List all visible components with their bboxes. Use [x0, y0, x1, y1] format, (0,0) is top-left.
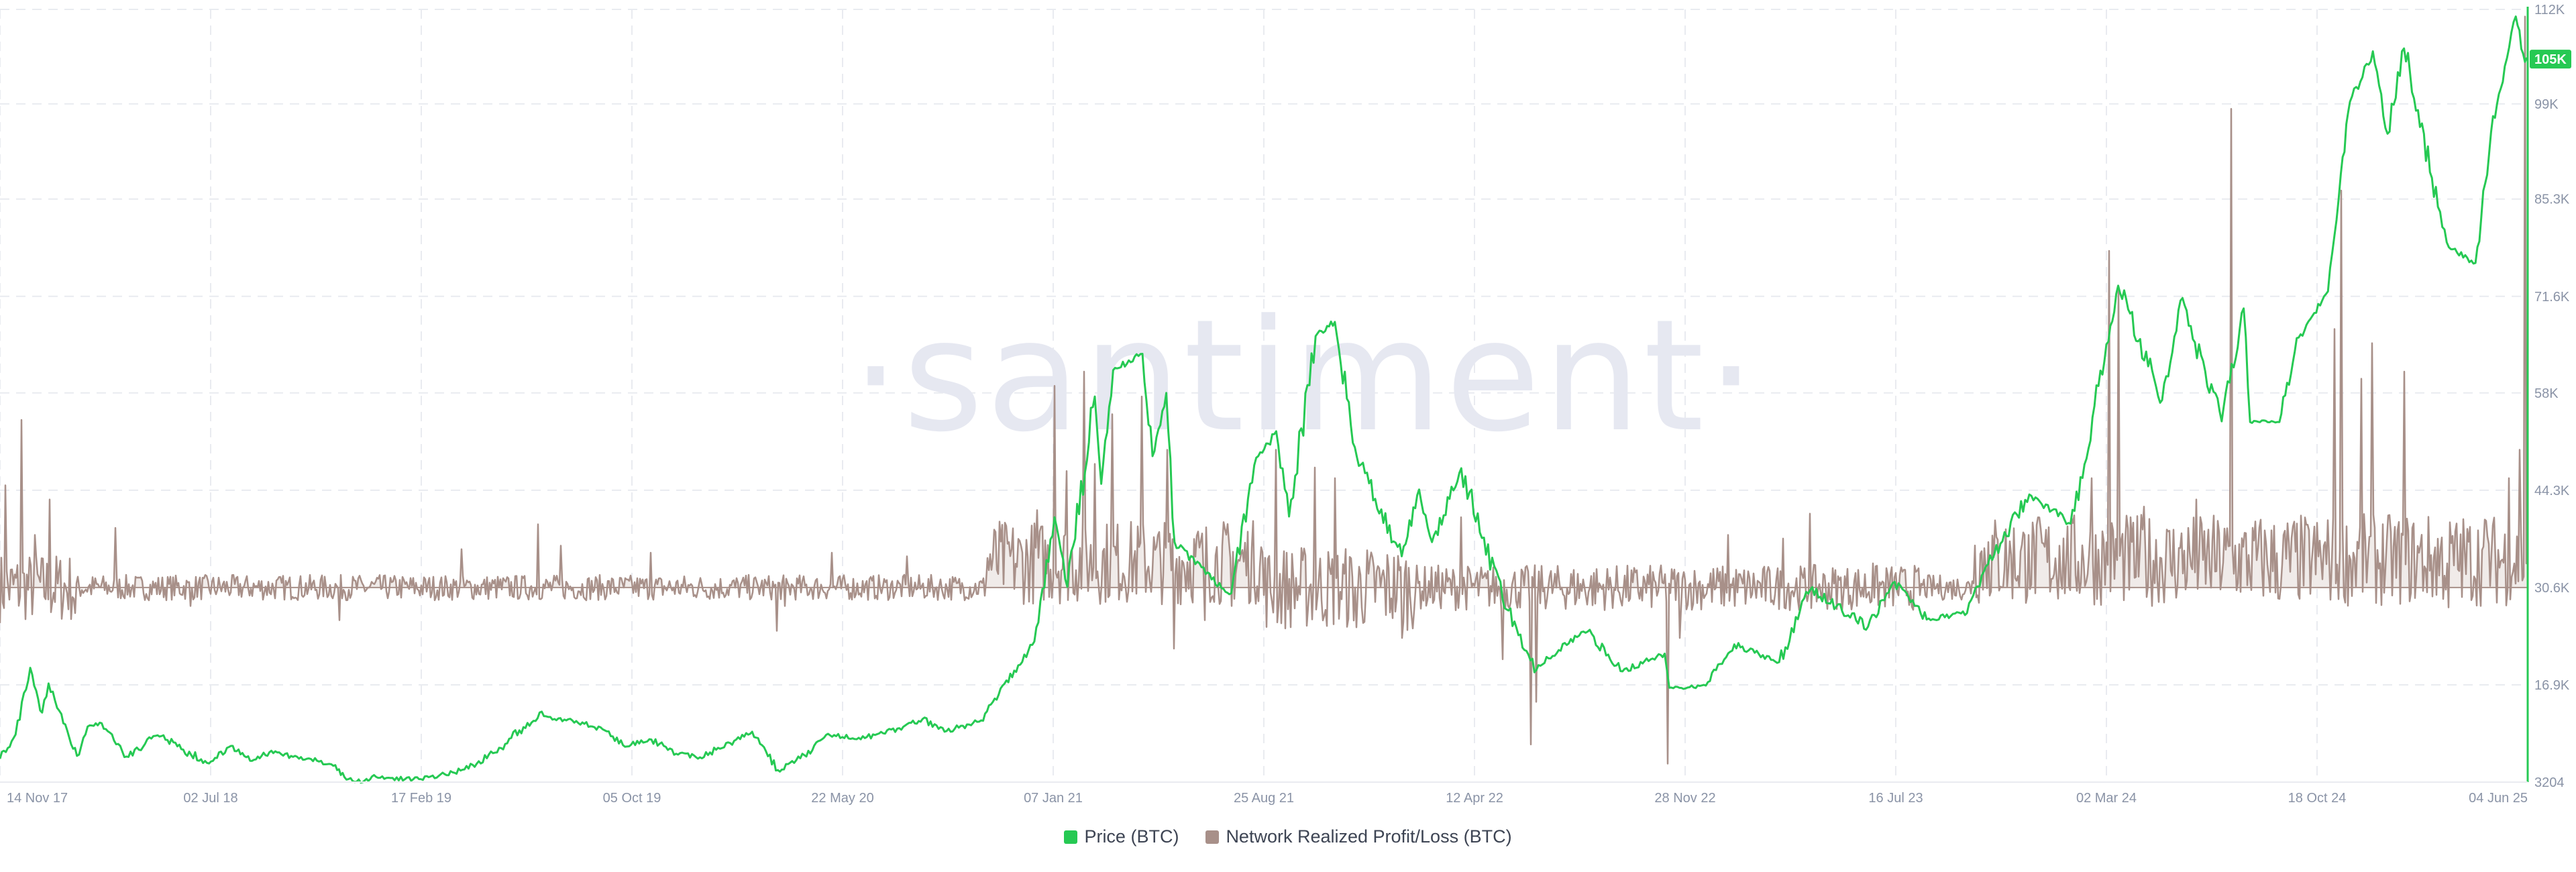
- legend-label-profit-loss: Network Realized Profit/Loss (BTC): [1226, 826, 1512, 847]
- price-line: [0, 15, 2528, 784]
- x-tick-label: 12 Apr 22: [1446, 791, 1503, 806]
- x-axis-ticks: 14 Nov 17 02 Jul 18 17 Feb 19 05 Oct 19 22 M…: [7, 791, 2528, 806]
- current-price-badge: 105K: [2530, 50, 2571, 69]
- chart-legend: Price (BTC) Network Realized Profit/Loss…: [0, 826, 2576, 847]
- legend-label-price: Price (BTC): [1084, 826, 1179, 847]
- legend-swatch-price: [1064, 830, 1078, 844]
- x-tick-label: 04 Jun 25: [2469, 791, 2528, 806]
- y-tick-label: 3204: [2534, 775, 2565, 790]
- x-tick-label: 14 Nov 17: [7, 791, 68, 806]
- y-tick-label: 58K: [2534, 386, 2559, 401]
- x-tick-label: 25 Aug 21: [1234, 791, 1294, 806]
- y-tick-label: 71.6K: [2534, 290, 2570, 305]
- x-tick-label: 05 Oct 19: [603, 791, 661, 806]
- x-tick-label: 07 Jan 21: [1024, 791, 1083, 806]
- x-tick-label: 02 Jul 18: [183, 791, 237, 806]
- x-tick-label: 18 Oct 24: [2288, 791, 2347, 806]
- profit-loss-line: [0, 15, 2529, 765]
- legend-item-price[interactable]: Price (BTC): [1064, 826, 1179, 847]
- y-tick-label: 16.9K: [2534, 678, 2570, 693]
- x-tick-label: 02 Mar 24: [2076, 791, 2137, 806]
- x-tick-label: 22 May 20: [811, 791, 873, 806]
- x-tick-label: 17 Feb 19: [391, 791, 451, 806]
- y-tick-label: 112K: [2534, 3, 2565, 17]
- profit-loss-series: [0, 15, 2529, 765]
- y-tick-label: 85.3K: [2534, 193, 2570, 207]
- legend-swatch-profit-loss: [1205, 830, 1220, 844]
- current-price-badge-text: 105K: [2534, 52, 2567, 67]
- x-tick-label: 28 Nov 22: [1654, 791, 1715, 806]
- watermark: ·santiment·: [851, 287, 1758, 466]
- y-tick-label: 44.3K: [2534, 484, 2570, 498]
- legend-item-profit-loss[interactable]: Network Realized Profit/Loss (BTC): [1205, 826, 1512, 847]
- price-series: [0, 15, 2528, 784]
- current-price-badge-bg: [2530, 50, 2571, 69]
- y-tick-label: 30.6K: [2534, 581, 2570, 596]
- y-tick-label: 99K: [2534, 97, 2559, 112]
- x-tick-label: 16 Jul 23: [1868, 791, 1923, 806]
- y-axis-ticks: 112K 99K 85.3K 71.6K 58K 44.3K 30.6K 16.9K 3204: [2534, 3, 2570, 790]
